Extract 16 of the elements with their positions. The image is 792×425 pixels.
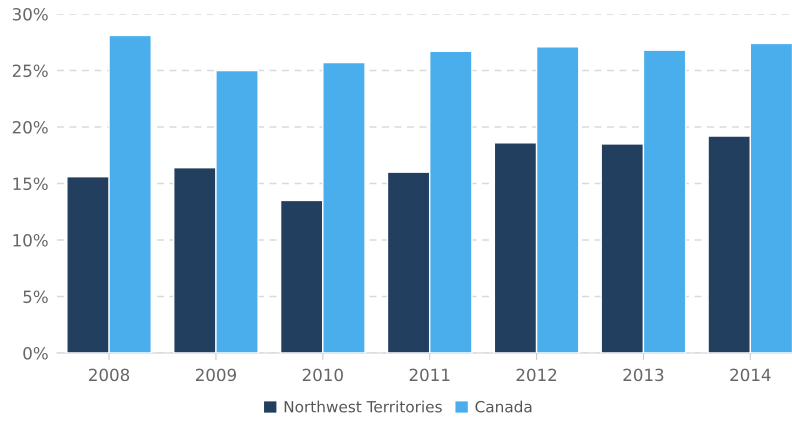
x-tick-label: 2008 <box>89 368 130 382</box>
y-tick-label: 20% <box>12 120 48 134</box>
legend-label: Northwest Territories <box>284 400 442 412</box>
x-tick-label: 2009 <box>196 368 236 382</box>
y-tick-label: 5% <box>24 290 48 304</box>
y-tick-label: 30% <box>12 8 48 21</box>
y-tick-label: 15% <box>13 177 48 190</box>
x-tick-label: 2011 <box>410 368 450 382</box>
y-tick-label: 25% <box>12 64 48 78</box>
y-tick-label: 0% <box>23 346 48 360</box>
x-tick-label: 2014 <box>730 368 771 382</box>
x-tick-label: 2010 <box>302 368 343 382</box>
x-tick-label: 2013 <box>623 368 664 382</box>
legend-label: Canada <box>475 400 532 412</box>
x-tick-label: 2012 <box>516 368 556 382</box>
y-tick-label: 10% <box>13 234 48 247</box>
